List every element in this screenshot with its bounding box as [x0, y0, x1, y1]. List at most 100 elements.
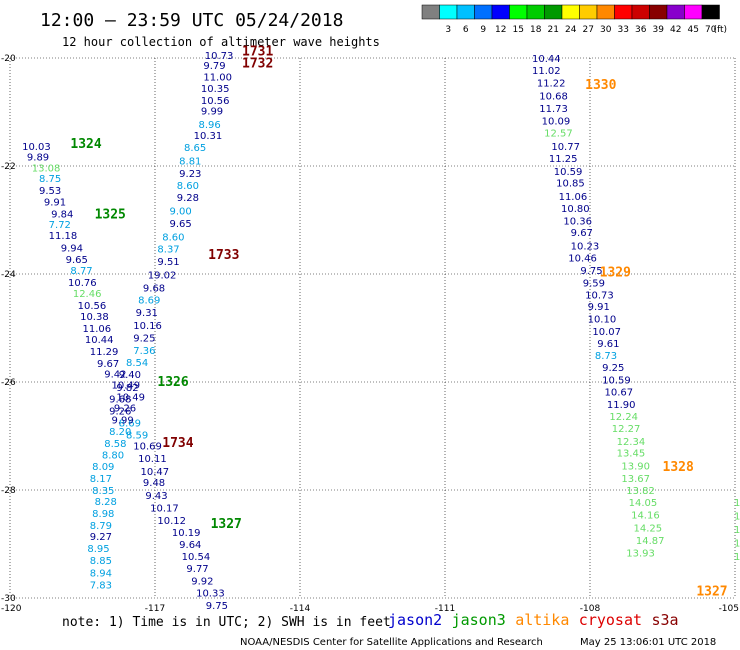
swh-value: 10.23	[571, 242, 600, 253]
legend-swatch	[509, 4, 528, 20]
legend-label: 9	[480, 25, 486, 35]
chart-title: 12:00 – 23:59 UTC 05/24/2018	[40, 10, 343, 31]
legend-label: 39	[653, 25, 665, 35]
wave-height-observations: 10.739.7911.0010.3510.569.998.9610.318.6…	[22, 51, 740, 612]
legend-swatch	[561, 4, 580, 20]
legend-swatch	[421, 4, 440, 20]
x-tick-label: -108	[580, 604, 601, 614]
track-id-label: 1324	[70, 137, 101, 152]
swh-value: 11.90	[607, 400, 636, 411]
swh-value: 14.16	[631, 511, 660, 522]
x-tick-label: -111	[435, 604, 455, 614]
swh-value: 9.91	[588, 302, 610, 313]
swh-value: 8.75	[39, 174, 61, 185]
legend-label: 33	[618, 25, 629, 35]
swh-value: 11.18	[49, 231, 78, 242]
swh-value: 9.99	[201, 107, 223, 118]
swh-value: 8.37	[157, 244, 179, 255]
swh-value: 13.45	[617, 449, 646, 460]
color-legend: 3 6 9 12 15 18 21 24 27 30 33 36 39 42 45 70(ft)	[421, 4, 728, 35]
legend-swatch	[526, 4, 545, 20]
legend-swatch	[439, 4, 458, 20]
swh-value: 11.02	[532, 66, 561, 77]
swh-value: 10.69	[133, 442, 162, 453]
swh-value: 11.06	[559, 192, 588, 203]
swh-value: 8.69	[119, 418, 141, 429]
track-id-label: 1326	[157, 375, 188, 390]
swh-value: 9.77	[186, 564, 208, 575]
track-id-label: 1325	[95, 207, 126, 222]
swh-value: 9.31	[136, 308, 158, 319]
satellite-name: altika	[515, 611, 569, 629]
satellite-legend: jason2 jason3 altika cryosat s3a	[388, 611, 679, 629]
swh-value: 10.19	[172, 528, 201, 539]
swh-value: 8.60	[177, 181, 199, 192]
legend-label: 12	[495, 25, 506, 35]
swh-value: 14	[734, 525, 740, 536]
swh-value: 13.08	[32, 163, 61, 174]
swh-value: 9.68	[109, 395, 131, 406]
swh-value: 8.79	[90, 521, 112, 532]
swh-value: 10.46	[568, 254, 597, 265]
footer-credit: NOAA/NESDIS Center for Satellite Applica…	[240, 637, 543, 648]
legend-label: 42	[670, 25, 681, 35]
swh-value: 8.65	[184, 143, 206, 154]
swh-value: 12.24	[609, 412, 638, 423]
swh-value: 14.05	[629, 498, 658, 509]
swh-value: 13.90	[621, 461, 650, 472]
satellite-name: s3a	[652, 611, 679, 629]
swh-value: 7.72	[49, 220, 71, 231]
swh-value: 9.53	[39, 186, 61, 197]
x-tick-label: -114	[290, 604, 311, 614]
swh-value: 10.44	[532, 54, 561, 65]
swh-value: 10.56	[78, 301, 107, 312]
y-tick-label: -30	[1, 594, 16, 604]
swh-value: 10.56	[201, 96, 230, 107]
swh-value: 10.47	[141, 467, 170, 478]
y-tick-label: -26	[1, 378, 16, 388]
legend-swatch	[614, 4, 633, 20]
swh-value: 9.51	[157, 257, 179, 268]
swh-value: 13	[734, 552, 740, 563]
track-id-label: 1327	[696, 584, 727, 599]
swh-value: 9.75	[580, 266, 602, 277]
swh-value: 12.57	[544, 128, 573, 139]
swh-value: 9.65	[170, 219, 192, 230]
lat-lon-grid	[9, 57, 736, 599]
swh-value: 9.79	[203, 61, 225, 72]
legend-label: 24	[565, 25, 577, 35]
swh-value: 10.54	[182, 552, 211, 563]
swh-value: 8.58	[104, 439, 126, 450]
swh-value: 10.31	[194, 131, 223, 142]
swh-value: 9.94	[61, 243, 83, 254]
swh-value: 9.25	[133, 334, 155, 345]
swh-value: 9.23	[179, 169, 201, 180]
swh-value: 13.82	[626, 486, 655, 497]
swh-value: 11.73	[539, 104, 568, 115]
swh-value: 10.77	[551, 142, 580, 153]
swh-value: 8.60	[162, 233, 184, 244]
legend-swatch	[579, 4, 598, 20]
swh-value: 8.17	[90, 474, 112, 485]
legend-label: 27	[583, 25, 594, 35]
swh-value: 9.43	[145, 491, 167, 502]
swh-value: 8.77	[70, 266, 92, 277]
legend-unit: (ft)	[714, 25, 728, 35]
swh-value: 10.44	[85, 335, 114, 346]
swh-value: 10.36	[563, 216, 592, 227]
y-tick-label: -22	[1, 162, 16, 172]
swh-value: 11.29	[90, 347, 119, 358]
swh-value: 12.27	[612, 424, 641, 435]
legend-swatch	[684, 4, 703, 20]
swh-value: 10.17	[150, 504, 179, 515]
swh-value: 10.59	[554, 167, 583, 178]
swh-value: 14	[734, 498, 740, 509]
legend-label: 3	[445, 25, 451, 35]
swh-value: 10.67	[605, 388, 634, 399]
satellite-name: jason2	[388, 611, 442, 629]
y-tick-label: -20	[1, 54, 16, 64]
swh-value: 10.76	[68, 278, 97, 289]
legend-swatch	[649, 4, 668, 20]
swh-value: 11.00	[203, 73, 232, 84]
